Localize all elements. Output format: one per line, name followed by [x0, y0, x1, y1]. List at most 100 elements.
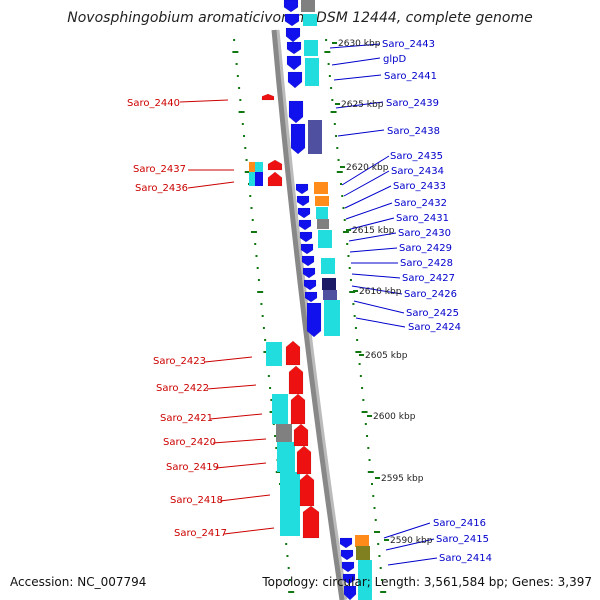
genome-backbone — [271, 29, 345, 600]
reverse-gene-arrow — [341, 561, 355, 573]
cog-box — [249, 162, 257, 172]
cog-box — [303, 14, 317, 26]
leader-line — [219, 494, 271, 502]
gene-label-saro-2435: Saro_2435 — [390, 151, 443, 162]
cog-box — [305, 58, 319, 86]
reverse-gene-arrow — [340, 549, 354, 561]
reverse-gene-arrow — [286, 41, 302, 55]
gene-label-saro-2431: Saro_2431 — [396, 213, 449, 224]
cog-box — [358, 560, 372, 600]
gene-label-saro-2420: Saro_2420 — [163, 437, 216, 448]
cog-box — [304, 40, 318, 56]
reverse-gene-arrow — [306, 302, 322, 338]
gene-label-saro-2439: Saro_2439 — [386, 98, 439, 109]
kbp-label-2600-kbp: 2600 kbp — [373, 412, 416, 422]
gene-label-glpd: glpD — [383, 54, 406, 65]
cog-box — [314, 182, 328, 194]
leader-line — [212, 438, 267, 444]
forward-gene-arrow — [261, 93, 275, 101]
gene-label-saro-2438: Saro_2438 — [387, 126, 440, 137]
leader-line — [206, 384, 257, 390]
cog-box — [255, 172, 263, 186]
leader-line — [349, 247, 398, 253]
reverse-gene-arrow — [301, 255, 315, 267]
gene-label-saro-2430: Saro_2430 — [398, 228, 451, 239]
reverse-gene-arrow — [290, 123, 306, 155]
forward-gene-arrow — [302, 505, 320, 539]
genome-summary-text: Topology: circular; Length: 3,561,584 bp… — [262, 575, 592, 589]
cog-box — [255, 162, 263, 172]
cog-box — [315, 196, 329, 206]
kbp-label-2615-kbp: 2615 kbp — [352, 226, 395, 236]
reverse-gene-arrow — [302, 267, 316, 279]
gene-label-saro-2419: Saro_2419 — [166, 462, 219, 473]
leader-line — [345, 202, 393, 220]
cog-box — [324, 300, 340, 336]
kbp-label-2610-kbp: 2610 kbp — [359, 287, 402, 297]
forward-gene-arrow — [288, 365, 304, 395]
gene-label-saro-2422: Saro_2422 — [156, 383, 209, 394]
cog-box — [355, 535, 369, 547]
cog-box — [249, 172, 257, 186]
leader-line — [351, 285, 403, 295]
reverse-gene-arrow — [286, 55, 302, 71]
gene-label-saro-2425: Saro_2425 — [406, 308, 459, 319]
gene-label-saro-2424: Saro_2424 — [408, 322, 461, 333]
reverse-gene-arrow — [288, 100, 304, 124]
cog-box — [322, 278, 336, 290]
reverse-gene-arrow — [296, 195, 310, 207]
reverse-gene-arrow — [283, 0, 299, 13]
gene-label-saro-2418: Saro_2418 — [170, 495, 223, 506]
gene-label-saro-2426: Saro_2426 — [404, 289, 457, 300]
leader-line — [344, 185, 392, 209]
leader-line — [209, 413, 263, 420]
leader-line — [187, 181, 235, 189]
forward-gene-arrow — [299, 473, 315, 507]
reverse-gene-arrow — [300, 243, 314, 255]
gene-label-saro-2414: Saro_2414 — [439, 553, 492, 564]
cog-box — [277, 442, 295, 472]
accession-text: Accession: NC_007794 — [10, 575, 147, 589]
reverse-gene-arrow — [285, 27, 301, 43]
forward-gene-arrow — [296, 445, 312, 475]
leader-line — [348, 232, 397, 242]
leader-line — [329, 43, 381, 49]
cog-box — [266, 342, 282, 366]
kbp-label-2605-kbp: 2605 kbp — [365, 351, 408, 361]
forward-gene-arrow — [267, 159, 283, 171]
leader-line — [343, 170, 390, 197]
cog-box — [321, 258, 335, 274]
cog-box — [316, 207, 328, 219]
map-title: Novosphingobium aromaticivorans DSM 1244… — [67, 10, 533, 26]
gene-label-saro-2416: Saro_2416 — [433, 518, 486, 529]
gene-label-saro-2415: Saro_2415 — [436, 534, 489, 545]
kbp-label-2625-kbp: 2625 kbp — [341, 100, 384, 110]
gene-label-saro-2428: Saro_2428 — [400, 258, 453, 269]
reverse-gene-arrow — [339, 537, 353, 549]
cog-box — [356, 546, 370, 560]
kbp-label-2590-kbp: 2590 kbp — [390, 536, 433, 546]
kbp-label-2595-kbp: 2595 kbp — [381, 474, 424, 484]
reverse-gene-arrow — [287, 71, 303, 89]
cog-box — [317, 219, 329, 229]
label-leaders — [179, 43, 438, 566]
leader-line — [331, 57, 381, 66]
reverse-gene-arrow — [295, 183, 309, 195]
kbp-label-2630-kbp: 2630 kbp — [338, 39, 381, 49]
leader-line — [355, 317, 406, 328]
kbp-labels: 2630 kbp 2625 kbp 2620 kbp 2615 kbp 2610 kbp… — [332, 39, 433, 546]
leader-line — [351, 273, 401, 279]
leader-line — [335, 101, 384, 109]
cog-box — [280, 472, 300, 536]
gene-label-saro-2440: Saro_2440 — [127, 98, 180, 109]
leader-line — [341, 155, 390, 186]
leader-line — [179, 99, 229, 103]
gene-label-saro-2427: Saro_2427 — [402, 273, 455, 284]
gene-label-saro-2421: Saro_2421 — [160, 413, 213, 424]
leader-line — [385, 538, 435, 551]
gene-label-saro-2436: Saro_2436 — [135, 183, 188, 194]
cog-box — [276, 424, 292, 442]
gene-label-saro-2432: Saro_2432 — [394, 198, 447, 209]
cog-box — [308, 120, 322, 154]
